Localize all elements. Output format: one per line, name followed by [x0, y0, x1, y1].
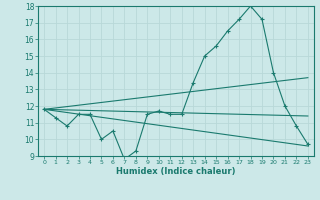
X-axis label: Humidex (Indice chaleur): Humidex (Indice chaleur) — [116, 167, 236, 176]
